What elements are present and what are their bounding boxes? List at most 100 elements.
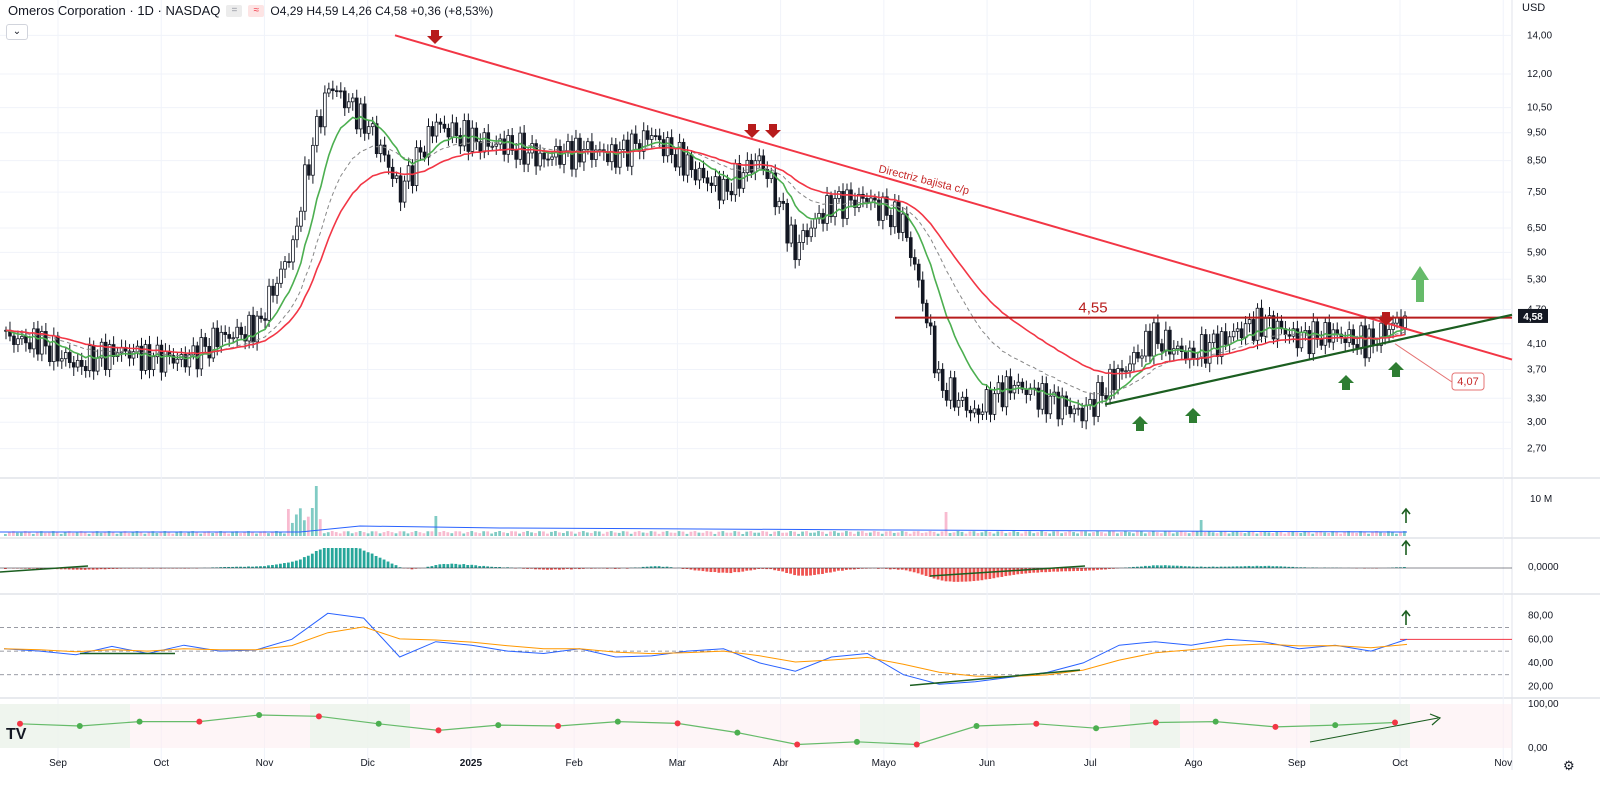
macd-hist-bar	[1012, 568, 1016, 575]
volume-bar	[358, 531, 362, 536]
candle-body	[215, 327, 220, 347]
candle	[904, 206, 909, 242]
candle-body	[1072, 408, 1076, 415]
volume-bar	[884, 531, 888, 536]
osc-dot	[1033, 720, 1040, 727]
tradingview-logo[interactable]: TV	[6, 726, 27, 743]
volume-bar	[1092, 532, 1095, 536]
candle-body	[1168, 329, 1172, 355]
candle-body	[67, 352, 72, 363]
candle	[1132, 346, 1136, 373]
macd-hist-bar	[761, 568, 765, 569]
macd-hist-bar	[215, 567, 219, 568]
candle-body	[24, 336, 28, 344]
volume-bar	[1096, 531, 1099, 536]
macd-hist-bar	[984, 568, 988, 580]
volume-bar	[601, 533, 605, 536]
volume-bar	[1016, 531, 1020, 536]
macd-hist-bar	[1143, 565, 1147, 568]
candle	[1235, 322, 1240, 340]
candle	[813, 212, 817, 238]
macd-hist-bar	[1147, 565, 1151, 568]
volume-bar	[1287, 531, 1291, 536]
candle-body	[183, 354, 188, 368]
candle	[1295, 320, 1300, 357]
macd-divergence-line	[0, 565, 89, 573]
volume-bar	[1004, 533, 1008, 536]
candle-body	[1176, 345, 1180, 350]
macd-hist-bar	[414, 568, 418, 569]
macd-hist-bar	[374, 555, 378, 568]
volume-bar	[904, 531, 908, 536]
macd-hist-bar	[75, 568, 79, 570]
volume-bar	[1275, 531, 1279, 536]
candle-body	[769, 172, 774, 179]
candle-body	[1223, 331, 1228, 345]
macd-hist-bar	[1135, 566, 1139, 568]
candle	[1036, 382, 1041, 418]
wave-badge-icon[interactable]: ≈	[248, 4, 265, 17]
macd-hist-bar	[354, 548, 358, 568]
candle	[1100, 375, 1104, 404]
candle	[303, 156, 307, 221]
volume-bar	[880, 533, 884, 536]
osc-dot	[973, 723, 980, 729]
candle-body	[773, 172, 778, 208]
volume-bar	[573, 533, 577, 536]
indicator-badge-icon[interactable]: =	[226, 4, 243, 17]
macd-hist-bar	[1267, 565, 1271, 568]
macd-hist-bar	[924, 568, 928, 576]
candle-body	[1084, 404, 1088, 422]
candle-body	[303, 164, 307, 212]
macd-hist-bar	[39, 568, 43, 569]
candle	[869, 189, 873, 211]
candle-body	[1319, 338, 1324, 346]
macd-hist-bar	[1283, 566, 1287, 568]
volume-bar	[597, 531, 601, 536]
candle	[295, 217, 299, 248]
volume-bar	[442, 531, 446, 536]
volume-bar	[275, 531, 278, 536]
volume-bar	[793, 531, 796, 536]
volume-bar	[1291, 531, 1295, 536]
macd-hist-bar	[976, 568, 980, 581]
volume-bar	[916, 531, 920, 536]
candle-body	[1156, 322, 1160, 345]
candle	[745, 152, 750, 182]
candle-body	[685, 154, 690, 176]
candle-body	[1116, 368, 1120, 391]
gear-icon[interactable]: ⚙	[1563, 758, 1575, 773]
candle-body	[319, 116, 323, 128]
candle	[1072, 404, 1076, 423]
chevron-down-icon[interactable]: ⌄	[6, 24, 28, 40]
candle	[394, 171, 399, 184]
candle	[1335, 322, 1340, 343]
candle	[1259, 299, 1264, 343]
volume-bar	[330, 531, 334, 536]
candle-body	[12, 335, 16, 345]
volume-bar	[577, 531, 581, 536]
candle	[594, 144, 598, 168]
candle	[853, 192, 857, 216]
candle	[574, 129, 578, 178]
volume-bar	[227, 533, 230, 536]
osc-dot	[1332, 722, 1339, 729]
volume-bar	[446, 532, 450, 536]
candle-body	[1164, 329, 1168, 352]
currency-label[interactable]: USD	[1522, 2, 1546, 14]
candle-body	[28, 342, 32, 350]
candle	[1000, 375, 1005, 412]
macd-hist-bar	[709, 568, 713, 573]
volume-bar	[75, 532, 79, 536]
candle-body	[721, 178, 726, 201]
candle	[657, 128, 662, 149]
volume-bar	[263, 531, 266, 536]
macd-hist-bar	[833, 568, 836, 572]
volume-bar	[852, 533, 856, 536]
candle-body	[331, 88, 335, 92]
volume-bar	[1139, 531, 1143, 536]
candle	[785, 198, 790, 252]
symbol-title[interactable]: Omeros Corporation · 1D · NASDAQ	[8, 3, 221, 18]
candle-body	[32, 328, 36, 350]
